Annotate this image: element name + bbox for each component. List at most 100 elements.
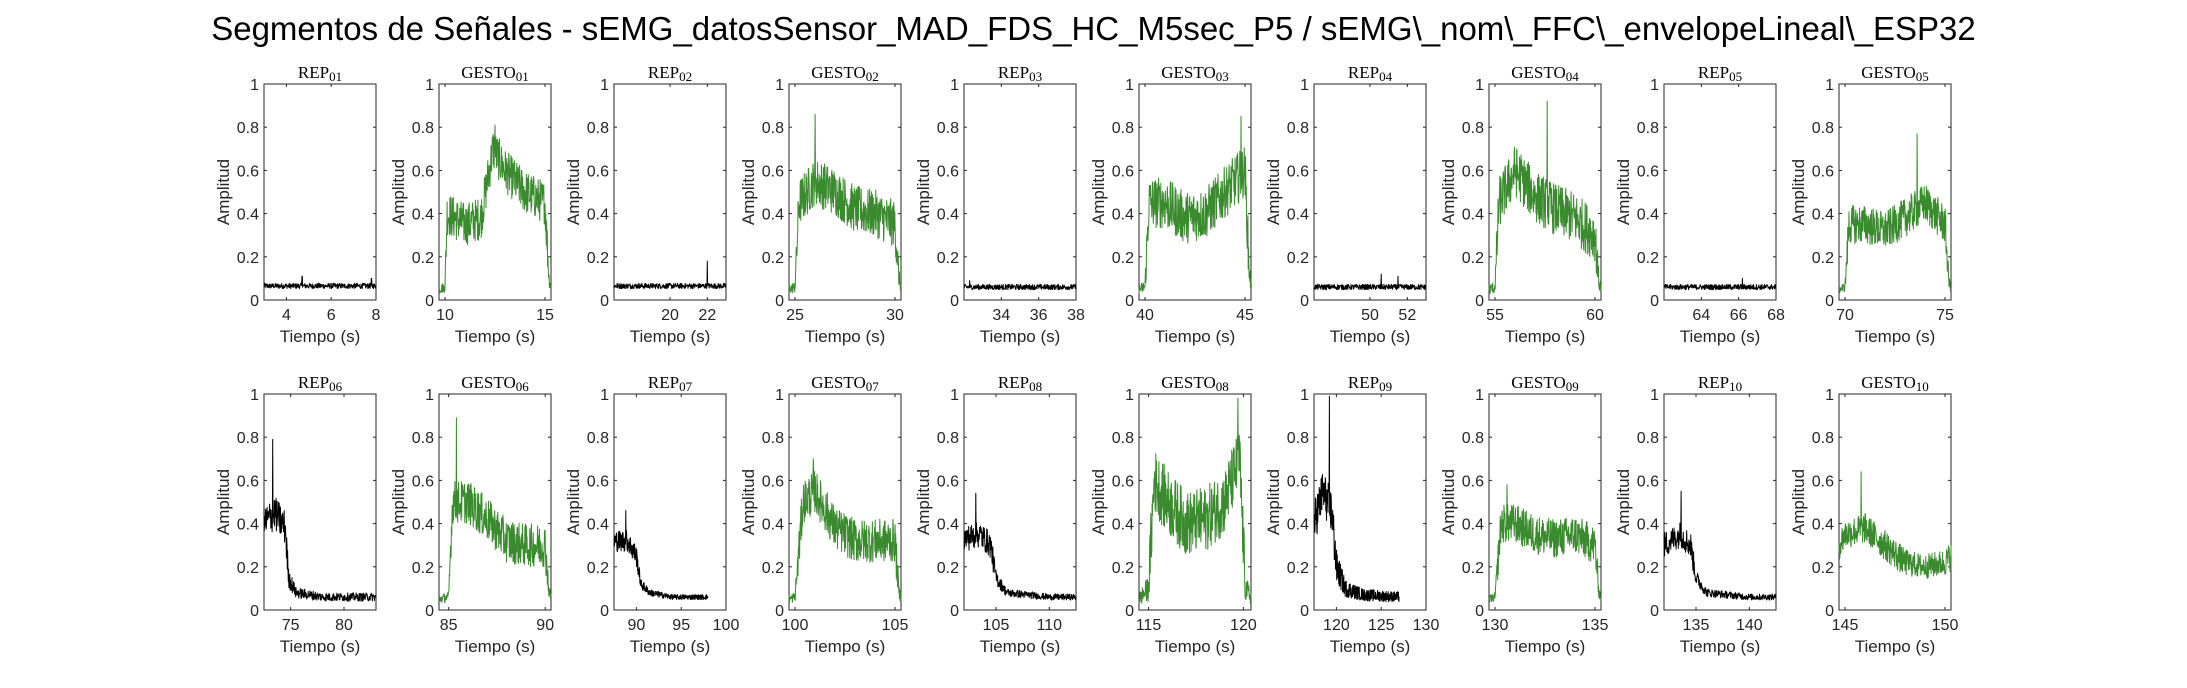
y-tick-label: 0.4 xyxy=(1812,207,1834,224)
y-tick-label: 1 xyxy=(1825,387,1834,404)
y-tick-label: 0 xyxy=(1475,293,1484,310)
x-axis-label: Tiempo (s) xyxy=(1855,637,1936,656)
y-tick-label: 0.8 xyxy=(1462,430,1484,447)
y-tick-label: 0 xyxy=(1650,603,1659,620)
x-axis-label: Tiempo (s) xyxy=(455,637,536,656)
y-tick-label: 0.2 xyxy=(587,250,609,267)
y-tick-label: 1 xyxy=(600,77,609,94)
y-tick-label: 0.6 xyxy=(1287,473,1309,490)
y-tick-label: 0 xyxy=(425,293,434,310)
y-tick-label: 0.4 xyxy=(937,517,959,534)
y-tick-label: 0.4 xyxy=(1112,207,1134,224)
y-tick-label: 0.8 xyxy=(237,120,259,137)
subplot-title: REP10 xyxy=(1698,373,1742,394)
y-tick-label: 0 xyxy=(1825,603,1834,620)
axes-box xyxy=(1488,393,1602,611)
y-tick-label: 1 xyxy=(1650,387,1659,404)
y-tick-label: 0.2 xyxy=(937,560,959,577)
y-tick-label: 1 xyxy=(950,387,959,404)
x-tick-label: 105 xyxy=(983,617,1010,634)
signal-line-gesto xyxy=(788,458,902,604)
axes-box xyxy=(1313,393,1427,611)
x-tick-label: 95 xyxy=(672,617,690,634)
y-tick-label: 0.2 xyxy=(1637,250,1659,267)
y-tick-label: 0.6 xyxy=(1112,163,1134,180)
x-axis-label: Tiempo (s) xyxy=(630,637,711,656)
y-tick-label: 0.8 xyxy=(1812,430,1834,447)
y-tick-label: 0 xyxy=(1125,293,1134,310)
subplot-gesto-04: 0 0.2 0.4 0.6 0.8 1 55 60 GESTO04 Tiempo (s) Ampli… xyxy=(1439,63,1604,346)
axes-box xyxy=(1663,393,1777,611)
y-tick-label: 1 xyxy=(600,387,609,404)
y-axis-label: Amplitud xyxy=(1614,469,1633,535)
y-tick-label: 0.8 xyxy=(1112,120,1134,137)
y-tick-label: 0.4 xyxy=(1287,207,1309,224)
y-tick-label: 0 xyxy=(1125,603,1134,620)
x-axis-label: Tiempo (s) xyxy=(280,637,361,656)
y-tick-label: 0.4 xyxy=(1287,517,1309,534)
signal-line-rep xyxy=(1663,277,1777,291)
y-tick-label: 0.8 xyxy=(412,120,434,137)
y-axis-label: Amplitud xyxy=(214,469,233,535)
y-tick-label: 0 xyxy=(425,603,434,620)
y-tick-label: 0.6 xyxy=(1637,163,1659,180)
axes-box xyxy=(1663,83,1777,301)
y-tick-label: 0.4 xyxy=(1462,517,1484,534)
y-tick-label: 0.8 xyxy=(1287,120,1309,137)
x-axis-label: Tiempo (s) xyxy=(805,637,886,656)
y-tick-label: 0.8 xyxy=(1462,120,1484,137)
y-tick-label: 1 xyxy=(250,387,259,404)
subplot-rep-04: 0 0.2 0.4 0.6 0.8 1 50 52 REP04 Tiempo (s) Amplitu… xyxy=(1264,63,1427,346)
subplot-rep-03: 0 0.2 0.4 0.6 0.8 1 34 36 38 REP03 Tiempo (s) Ampli… xyxy=(914,63,1085,346)
subplot-rep-05: 0 0.2 0.4 0.6 0.8 1 64 66 68 REP05 Tiempo (s) Ampli… xyxy=(1614,63,1785,346)
x-axis-label: Tiempo (s) xyxy=(455,327,536,346)
y-tick-label: 0.2 xyxy=(1112,250,1134,267)
subplot-gesto-06: 0 0.2 0.4 0.6 0.8 1 85 90 GESTO06 Tiempo (s) Ampli… xyxy=(389,373,554,656)
x-axis-label: Tiempo (s) xyxy=(1330,637,1411,656)
y-axis-label: Amplitud xyxy=(739,159,758,225)
y-tick-label: 1 xyxy=(950,77,959,94)
subplot-title: REP02 xyxy=(648,63,692,84)
y-axis-label: Amplitud xyxy=(564,469,583,535)
x-tick-label: 85 xyxy=(440,617,458,634)
y-axis-label: Amplitud xyxy=(1439,159,1458,225)
subplot-rep-10: 0 0.2 0.4 0.6 0.8 1 135 140 REP10 Tiempo (s) Ampli… xyxy=(1614,373,1777,656)
y-tick-label: 0.8 xyxy=(1287,430,1309,447)
x-axis-label: Tiempo (s) xyxy=(1155,637,1236,656)
y-tick-label: 0.6 xyxy=(1637,473,1659,490)
y-tick-label: 0.2 xyxy=(1287,560,1309,577)
signal-line-rep xyxy=(963,280,1077,291)
y-tick-label: 0.4 xyxy=(412,517,434,534)
subplot-title: REP07 xyxy=(648,373,693,394)
y-tick-label: 0.2 xyxy=(937,250,959,267)
x-tick-label: 75 xyxy=(1936,307,1954,324)
y-tick-label: 0 xyxy=(250,293,259,310)
x-axis-label: Tiempo (s) xyxy=(1505,327,1586,346)
x-tick-label: 120 xyxy=(1323,617,1350,634)
subplot-title: REP05 xyxy=(1698,63,1742,84)
x-tick-label: 10 xyxy=(436,307,454,324)
y-axis-label: Amplitud xyxy=(914,159,933,225)
y-tick-label: 0.8 xyxy=(412,430,434,447)
y-tick-label: 0.4 xyxy=(587,207,609,224)
y-tick-label: 0 xyxy=(775,603,784,620)
y-tick-label: 0 xyxy=(1475,603,1484,620)
y-tick-label: 0.2 xyxy=(237,250,259,267)
x-axis-label: Tiempo (s) xyxy=(805,327,886,346)
y-tick-label: 0.6 xyxy=(587,163,609,180)
y-axis-label: Amplitud xyxy=(1789,159,1808,225)
y-tick-label: 0.4 xyxy=(412,207,434,224)
y-tick-label: 0 xyxy=(1650,293,1659,310)
y-axis-label: Amplitud xyxy=(1614,159,1633,225)
y-tick-label: 1 xyxy=(1125,77,1134,94)
signal-line-gesto xyxy=(438,124,552,294)
subplot-gesto-02: 0 0.2 0.4 0.6 0.8 1 25 30 GESTO02 Tiempo (s) Ampli… xyxy=(739,63,904,346)
y-tick-label: 0 xyxy=(1825,293,1834,310)
x-tick-label: 90 xyxy=(628,617,646,634)
y-axis-label: Amplitud xyxy=(1089,159,1108,225)
y-tick-label: 0.6 xyxy=(937,473,959,490)
subplot-title: GESTO03 xyxy=(1161,63,1228,84)
subplot-rep-06: 0 0.2 0.4 0.6 0.8 1 75 80 REP06 Tiempo (s) Amplitu… xyxy=(214,373,377,656)
signal-line-rep xyxy=(1313,273,1427,291)
y-axis-label: Amplitud xyxy=(389,469,408,535)
